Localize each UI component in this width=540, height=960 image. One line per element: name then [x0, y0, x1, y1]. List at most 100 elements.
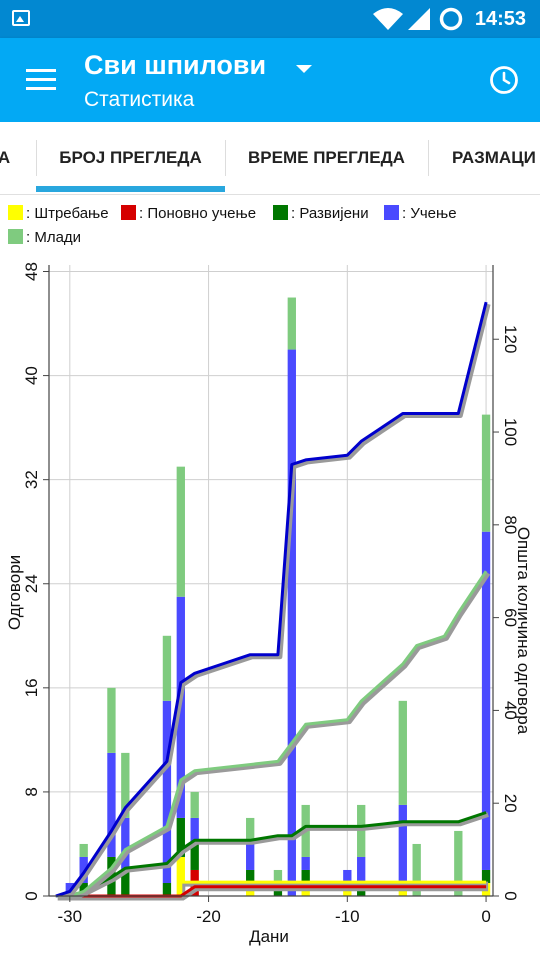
bar-segment: [121, 817, 130, 870]
app-bar: Сви шпилови Статистика: [0, 38, 540, 122]
bar-segment: [273, 869, 283, 883]
bar-segment: [121, 752, 130, 818]
bar-segment: [357, 856, 366, 883]
caret-down-icon[interactable]: [296, 65, 312, 73]
bar-segment: [107, 752, 116, 857]
y-tick-label: 0: [22, 891, 41, 900]
cumulative-line: [55, 570, 488, 898]
bar-segment: [246, 843, 255, 870]
y-tick-label: 48: [22, 262, 41, 281]
bar-segment: [246, 817, 255, 844]
legend-label: : Штребање: [26, 205, 109, 222]
x-tick-label: -10: [335, 907, 360, 926]
bar-segment: [190, 791, 199, 818]
y2-tick-label: 60: [501, 608, 520, 627]
x-tick-label: -30: [58, 907, 83, 926]
legend-item-learning: : Учење: [384, 204, 457, 224]
tab-review-time[interactable]: ВРЕМЕ ПРЕГЛЕДА: [248, 148, 405, 167]
legend-swatch: [8, 205, 23, 220]
y2-tick-label: 120: [501, 325, 520, 353]
bar-segment: [246, 869, 255, 883]
legend-item-relearning: : Поновно учење: [121, 204, 256, 224]
y2-tick-label: 0: [501, 891, 520, 900]
bar-segment: [357, 804, 366, 857]
y-tick-label: 40: [22, 366, 41, 385]
signal-icon: [408, 8, 430, 30]
bar-segment: [481, 414, 491, 532]
cumulative-line: [55, 301, 488, 898]
legend-label: : Учење: [402, 205, 457, 222]
y-axis-title: Одговори: [5, 555, 24, 630]
cumulative-line-shadow: [57, 571, 491, 901]
y-tick-label: 24: [22, 574, 41, 593]
y-tick-label: 8: [22, 787, 41, 796]
bar-segment: [176, 856, 185, 896]
cumulative-line-shadow: [57, 886, 489, 901]
wifi-icon: [373, 8, 403, 30]
chart-legend: : Штребање : Поновно учење : Развијени :…: [0, 200, 540, 252]
cumulative-line-shadow: [57, 812, 489, 901]
tab-separator: [225, 140, 226, 176]
hamburger-icon[interactable]: [26, 69, 56, 91]
bar-segment: [398, 804, 407, 883]
bar-segment: [162, 635, 172, 701]
legend-swatch: [8, 229, 23, 244]
x-tick-label: 0: [481, 907, 490, 926]
bar-segment: [162, 882, 172, 896]
x-axis-title: Дани: [249, 927, 289, 946]
bar-segment: [481, 869, 491, 883]
y2-tick-label: 80: [501, 515, 520, 534]
y2-tick-label: 100: [501, 418, 520, 446]
legend-label: : Млади: [26, 229, 82, 246]
status-time: 14:53: [474, 8, 526, 30]
y-tick-label: 16: [22, 678, 41, 697]
bar-segment: [412, 843, 421, 896]
page-subtitle: Статистика: [84, 88, 195, 111]
legend-swatch: [121, 205, 136, 220]
bar-segment: [107, 687, 116, 753]
bar-segment: [454, 830, 463, 896]
battery-icon: [439, 7, 463, 31]
legend-item-mature: : Развијени: [273, 204, 369, 224]
bar-segment: [481, 531, 491, 870]
legend-item-young: : Млади: [8, 228, 81, 248]
legend-label: : Поновно учење: [139, 205, 257, 222]
x-tick-label: -20: [196, 907, 221, 926]
legend-label: : Развијени: [291, 205, 369, 222]
cumulative-line-shadow: [57, 303, 491, 901]
page-title[interactable]: Сви шпилови: [84, 50, 267, 80]
tab-separator: [428, 140, 429, 176]
bar-segment: [162, 700, 172, 883]
bar-segment: [79, 843, 88, 857]
status-bar: 14:53: [0, 0, 540, 38]
legend-swatch: [384, 205, 399, 220]
tab-indicator: [36, 186, 225, 192]
bar-segment: [176, 817, 185, 857]
legend-swatch: [273, 205, 288, 220]
image-icon: [12, 10, 30, 26]
tab-intervals[interactable]: РАЗМАЦИ: [452, 148, 536, 167]
bar-segment: [176, 466, 185, 597]
bar-segment: [287, 297, 296, 350]
y2-axis-title: Општа количина одговора: [514, 527, 533, 735]
tab-separator: [36, 140, 37, 176]
bar-segment: [343, 869, 352, 883]
bar-segment: [301, 856, 310, 870]
bar-segment: [398, 700, 407, 805]
bar-segment: [121, 869, 130, 896]
bar-segment: [190, 843, 199, 870]
y2-tick-label: 40: [501, 701, 520, 720]
bar-segment: [287, 349, 296, 896]
y-tick-label: 32: [22, 470, 41, 489]
bar-segment: [190, 817, 199, 844]
tab-previous[interactable]: А: [0, 148, 11, 167]
legend-item-cramming: : Штребање: [8, 204, 109, 224]
tab-review-count[interactable]: БРОЈ ПРЕГЛЕДА: [59, 148, 202, 167]
cumulative-line: [55, 885, 487, 898]
bar-segment: [301, 869, 310, 883]
clock-icon[interactable]: [489, 65, 519, 95]
bar-segment: [79, 856, 88, 883]
y2-tick-label: 20: [501, 794, 520, 813]
tab-bar: А БРОЈ ПРЕГЛЕДА ВРЕМЕ ПРЕГЛЕДА РАЗМАЦИ: [0, 122, 540, 195]
review-count-chart: -30 -20 -10 0 0 8 16 24 32 40 48 0 20 40 60 80 100 120 Дан…: [5, 262, 533, 946]
